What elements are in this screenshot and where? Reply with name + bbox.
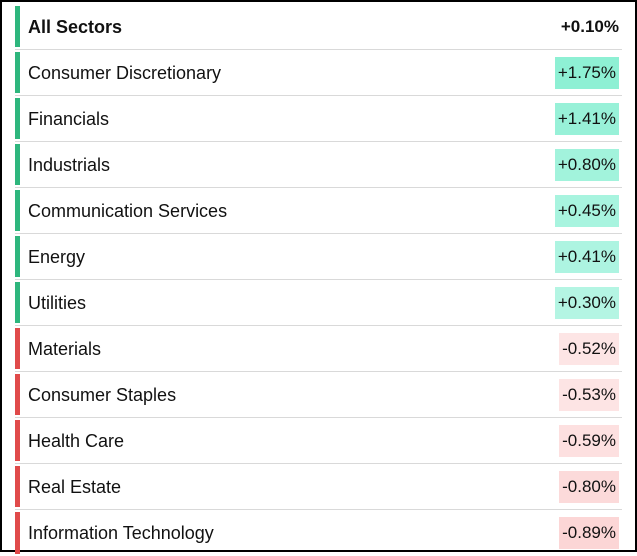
direction-bar xyxy=(15,374,20,415)
sector-name: Consumer Staples xyxy=(28,385,177,405)
sector-name: Information Technology xyxy=(28,523,214,543)
sector-name: Health Care xyxy=(28,431,125,451)
sector-name: Real Estate xyxy=(28,477,122,497)
sector-row-information-technology[interactable]: Information Technology -0.89% xyxy=(15,510,622,556)
sector-name: Consumer Discretionary xyxy=(28,63,222,83)
sector-row-financials[interactable]: Financials +1.41% xyxy=(15,96,622,142)
sector-row-health-care[interactable]: Health Care -0.59% xyxy=(15,418,622,464)
sector-row-utilities[interactable]: Utilities +0.30% xyxy=(15,280,622,326)
sector-change: -0.53% xyxy=(559,379,619,411)
sector-change: +0.10% xyxy=(560,17,619,36)
direction-bar xyxy=(15,282,20,323)
sector-name: Communication Services xyxy=(28,201,228,221)
sector-change: +1.41% xyxy=(554,103,619,135)
sector-table: All Sectors +0.10% Consumer Discretionar… xyxy=(15,4,622,556)
sector-name: Financials xyxy=(28,109,110,129)
direction-bar xyxy=(15,512,20,554)
direction-bar xyxy=(15,190,20,231)
sector-change: +1.75% xyxy=(554,57,619,89)
sector-row-communication-services[interactable]: Communication Services +0.45% xyxy=(15,188,622,234)
direction-bar xyxy=(15,466,20,507)
sector-name: Energy xyxy=(28,247,86,267)
sector-row-industrials[interactable]: Industrials +0.80% xyxy=(15,142,622,188)
sector-change: -0.80% xyxy=(559,471,619,503)
direction-bar xyxy=(15,420,20,461)
sector-change: +0.45% xyxy=(554,195,619,227)
direction-bar xyxy=(15,98,20,139)
sector-name: Industrials xyxy=(28,155,111,175)
sector-change: +0.80% xyxy=(554,149,619,181)
direction-bar xyxy=(15,236,20,277)
sector-row-consumer-staples[interactable]: Consumer Staples -0.53% xyxy=(15,372,622,418)
direction-bar xyxy=(15,144,20,185)
sector-change: +0.30% xyxy=(554,287,619,319)
sector-change: -0.59% xyxy=(559,425,619,457)
sector-change: +0.41% xyxy=(554,241,619,273)
sector-row-materials[interactable]: Materials -0.52% xyxy=(15,326,622,372)
sector-row-real-estate[interactable]: Real Estate -0.80% xyxy=(15,464,622,510)
sector-name: Utilities xyxy=(28,293,87,313)
sector-row-energy[interactable]: Energy +0.41% xyxy=(15,234,622,280)
sector-name: Materials xyxy=(28,339,102,359)
direction-bar xyxy=(15,6,20,47)
direction-bar xyxy=(15,328,20,369)
direction-bar xyxy=(15,52,20,93)
sector-row-consumer-discretionary[interactable]: Consumer Discretionary +1.75% xyxy=(15,50,622,96)
sector-change: -0.52% xyxy=(559,333,619,365)
sector-row-all-sectors[interactable]: All Sectors +0.10% xyxy=(15,4,622,50)
sector-name: All Sectors xyxy=(28,17,123,37)
sector-change: -0.89% xyxy=(559,517,619,549)
